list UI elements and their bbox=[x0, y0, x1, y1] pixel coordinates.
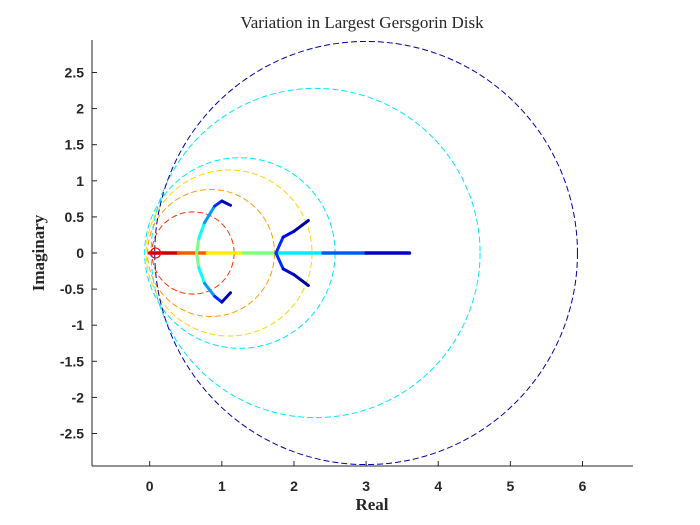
eigen-path-4 bbox=[274, 219, 310, 255]
x-axis-label: Real bbox=[355, 495, 388, 514]
eigen-path-5 bbox=[274, 251, 310, 287]
eigen-path-segment bbox=[203, 281, 217, 298]
eigen-path-segment bbox=[274, 251, 285, 271]
eigen-path-segment bbox=[274, 235, 285, 255]
y-axis-ticks: -2.5 -2 -1.5 -1 -0.5 0 0.5 1 1.5 2 2.5 bbox=[60, 64, 97, 442]
eigen-path-segment bbox=[292, 273, 310, 287]
x-tick-label: 6 bbox=[579, 478, 587, 494]
x-tick-label: 5 bbox=[506, 478, 514, 494]
eigen-path-segment bbox=[213, 294, 224, 304]
eigen-path-segment bbox=[197, 221, 207, 241]
eigenvalue-paths bbox=[147, 199, 412, 304]
y-tick-label: 1.5 bbox=[65, 137, 85, 153]
chart-title: Variation in Largest Gersgorin Disk bbox=[240, 13, 484, 32]
eigen-path-segment bbox=[203, 204, 217, 225]
eigen-path-segment bbox=[197, 265, 207, 285]
x-tick-label: 3 bbox=[362, 478, 370, 494]
y-tick-label: 2 bbox=[76, 101, 84, 117]
eigen-path-3 bbox=[195, 251, 232, 304]
x-tick-label: 4 bbox=[434, 478, 442, 494]
origin-marker bbox=[149, 247, 161, 259]
y-tick-label: 0.5 bbox=[65, 209, 85, 225]
y-tick-label: -1.5 bbox=[60, 353, 84, 369]
eigen-path-2 bbox=[195, 199, 232, 255]
y-tick-label: 0 bbox=[76, 245, 84, 261]
x-tick-label: 2 bbox=[290, 478, 298, 494]
y-tick-label: -2 bbox=[72, 389, 85, 405]
y-tick-label: -0.5 bbox=[60, 281, 84, 297]
y-tick-label: 1 bbox=[76, 173, 84, 189]
y-tick-label: 2.5 bbox=[65, 64, 85, 80]
y-tick-label: -2.5 bbox=[60, 426, 84, 442]
disk-7 bbox=[154, 40, 578, 466]
y-tick-label: -1 bbox=[72, 317, 85, 333]
x-tick-label: 1 bbox=[218, 478, 226, 494]
eigen-path-segment bbox=[281, 267, 296, 277]
eigen-path-segment bbox=[195, 251, 201, 269]
eigen-path-segment bbox=[220, 199, 232, 207]
x-tick-label: 0 bbox=[146, 478, 154, 494]
x-axis-ticks: 0 1 2 3 4 5 6 bbox=[146, 461, 587, 494]
y-axis-label: Imaginary bbox=[29, 214, 48, 291]
eigen-path-segment bbox=[281, 229, 296, 239]
eigen-path-segment bbox=[220, 291, 232, 304]
eigen-path-segment bbox=[195, 237, 201, 255]
eigen-path-segment bbox=[292, 219, 310, 233]
